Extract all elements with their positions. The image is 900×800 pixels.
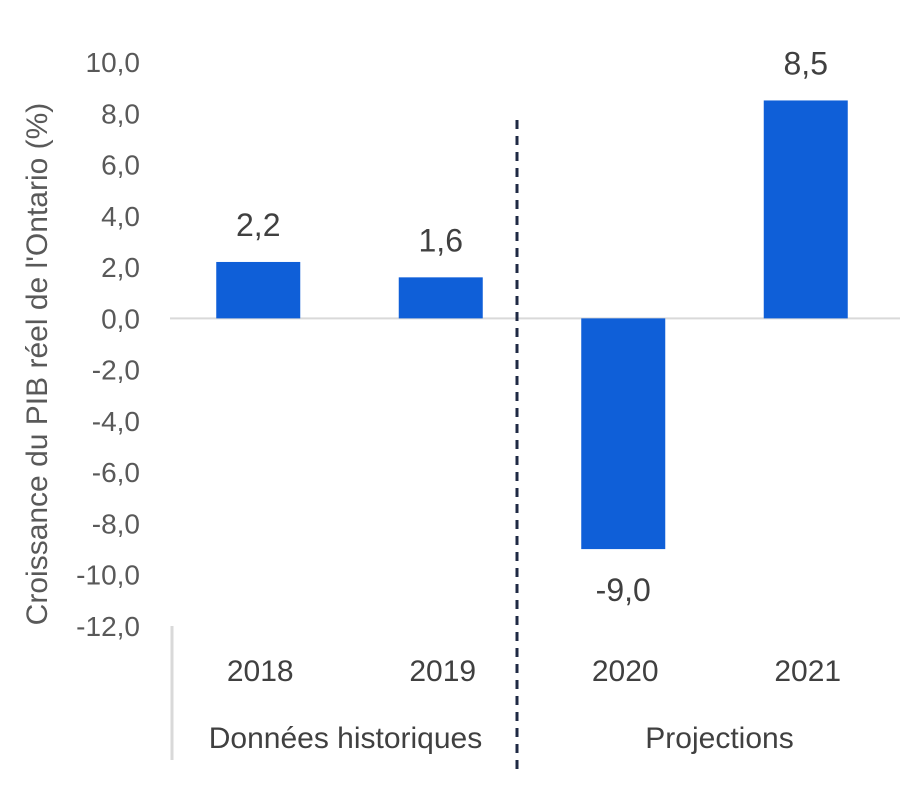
y-tick-label: 8,0 xyxy=(101,98,140,129)
category-label-2018: 2018 xyxy=(227,655,294,688)
y-tick-label: 10,0 xyxy=(86,47,141,78)
category-label-2020: 2020 xyxy=(592,655,659,688)
data-label-2018: 2,2 xyxy=(236,207,280,243)
y-tick-label: 0,0 xyxy=(101,303,140,334)
y-tick-label: -4,0 xyxy=(92,406,140,437)
y-tick-label: -2,0 xyxy=(92,355,140,386)
bar-2019 xyxy=(398,277,483,319)
y-tick-label: -6,0 xyxy=(92,457,140,488)
data-label-2021: 8,5 xyxy=(784,45,828,81)
y-axis-ticks: 10,0 8,0 6,0 4,0 2,0 0,0 -2,0 -4,0 -6,0 -8,0 -10,0… xyxy=(76,47,140,642)
y-axis-label: Croissance du PIB réel de l'Ontario (%) xyxy=(21,103,54,626)
category-labels: 2018 2019 2020 2021 xyxy=(227,655,841,688)
bars xyxy=(216,100,848,550)
category-label-2021: 2021 xyxy=(774,655,841,688)
data-labels: 2,2 1,6 -9,0 8,5 xyxy=(236,45,828,608)
bar-2018 xyxy=(216,261,301,319)
y-tick-label: 2,0 xyxy=(101,252,140,283)
data-label-2020: -9,0 xyxy=(596,572,651,608)
bar-2021 xyxy=(763,100,848,319)
y-tick-label: -8,0 xyxy=(92,508,140,539)
bar-2020 xyxy=(581,318,666,550)
y-tick-label: -12,0 xyxy=(76,611,140,642)
group-label: Projections xyxy=(645,722,793,755)
group-label: Données historiques xyxy=(209,722,483,755)
group-labels: Données historiques Projections xyxy=(209,722,794,755)
category-label-2019: 2019 xyxy=(409,655,476,688)
data-label-2019: 1,6 xyxy=(419,222,463,258)
y-tick-label: -10,0 xyxy=(76,560,140,591)
y-tick-label: 6,0 xyxy=(101,150,140,181)
y-tick-label: 4,0 xyxy=(101,201,140,232)
